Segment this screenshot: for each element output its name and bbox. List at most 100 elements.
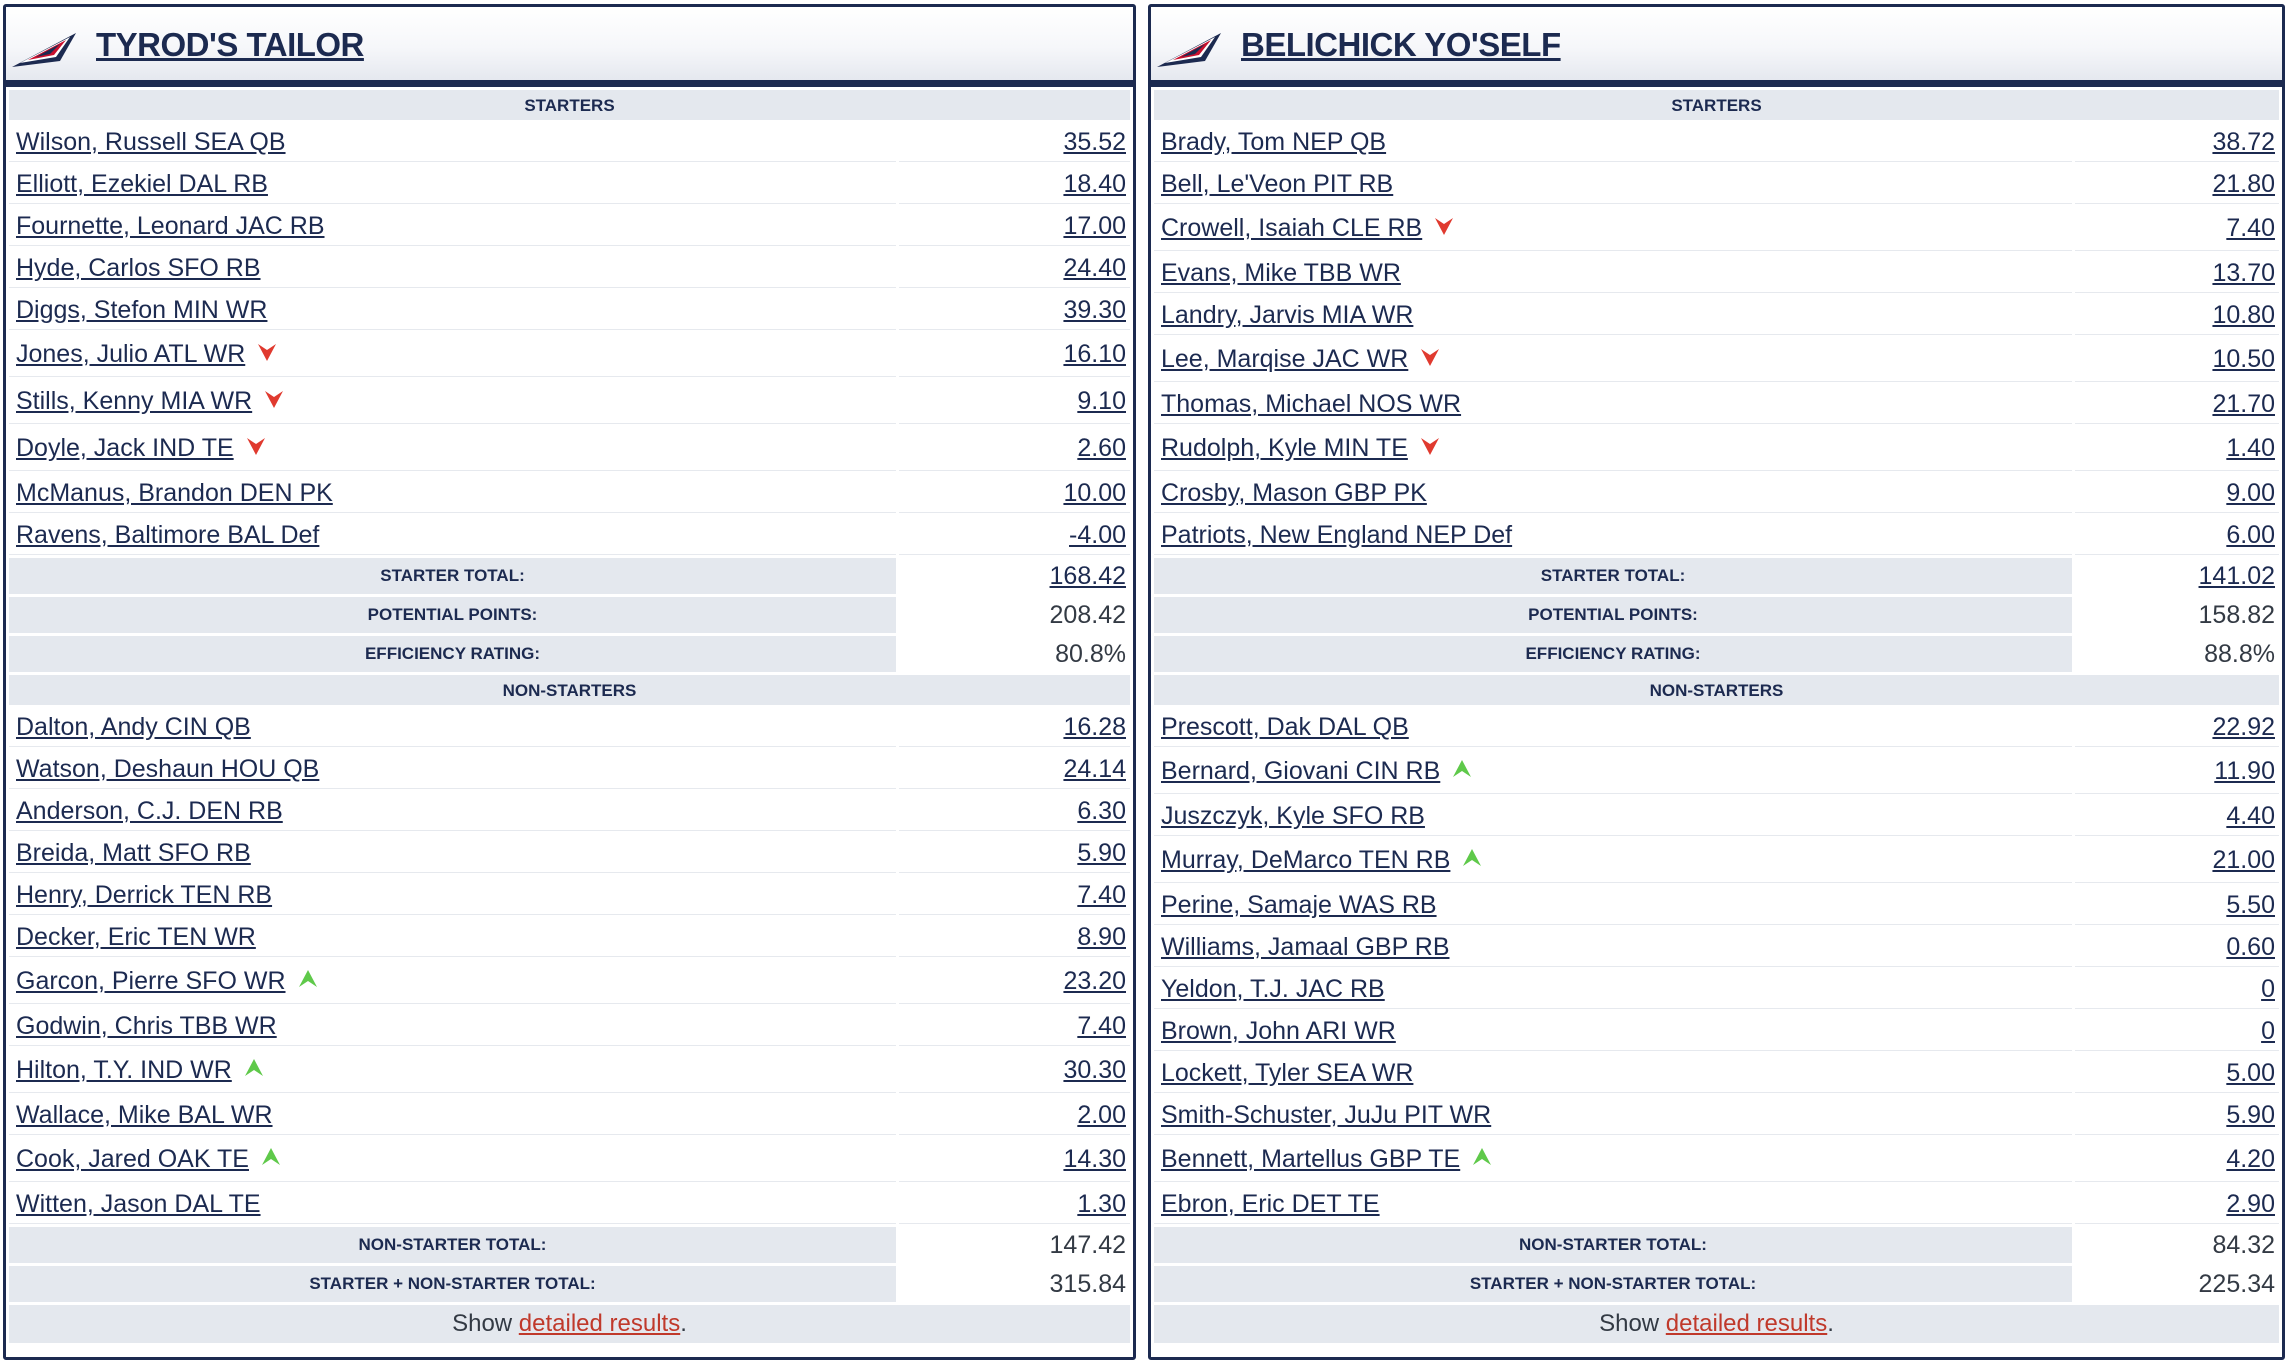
player-points-link[interactable]: -4.00: [1069, 520, 1126, 549]
player-points-link[interactable]: 0: [2261, 974, 2275, 1003]
player-points-link[interactable]: 1.30: [1077, 1189, 1126, 1218]
player-points-link[interactable]: 7.40: [1077, 880, 1126, 909]
player-points-link[interactable]: 23.20: [1063, 967, 1126, 995]
player-link[interactable]: Lockett, Tyler SEA WR: [1161, 1058, 1414, 1087]
player-points-link[interactable]: 5.90: [2226, 1100, 2275, 1129]
player-points-link[interactable]: 6.30: [1077, 796, 1126, 825]
player-link[interactable]: Watson, Deshaun HOU QB: [16, 754, 320, 783]
player-link[interactable]: Elliott, Ezekiel DAL RB: [16, 169, 268, 198]
player-points-link[interactable]: 39.30: [1063, 295, 1126, 324]
player-link[interactable]: Crowell, Isaiah CLE RB: [1161, 214, 1423, 242]
player-points-link[interactable]: 22.92: [2212, 712, 2275, 741]
player-points-link[interactable]: 13.70: [2212, 258, 2275, 287]
player-link[interactable]: Ravens, Baltimore BAL Def: [16, 520, 320, 549]
player-points-link[interactable]: 17.00: [1063, 211, 1126, 240]
player-points-link[interactable]: 18.40: [1063, 169, 1126, 198]
player-link[interactable]: Thomas, Michael NOS WR: [1161, 389, 1462, 418]
player-link[interactable]: Juszczyk, Kyle SFO RB: [1161, 801, 1425, 830]
player-points-link[interactable]: 4.40: [2226, 801, 2275, 830]
team-name-link[interactable]: TYROD'S TAILOR: [96, 26, 364, 63]
player-name-cell: Lockett, Tyler SEA WR: [1154, 1054, 2072, 1093]
player-points-link[interactable]: 0: [2261, 1016, 2275, 1045]
player-link[interactable]: Witten, Jason DAL TE: [16, 1189, 261, 1218]
player-points-link[interactable]: 21.70: [2212, 389, 2275, 418]
player-link[interactable]: Stills, Kenny MIA WR: [16, 387, 253, 415]
player-link[interactable]: Henry, Derrick TEN RB: [16, 880, 273, 909]
player-link[interactable]: Hilton, T.Y. IND WR: [16, 1056, 232, 1084]
player-points-link[interactable]: 10.50: [2212, 345, 2275, 373]
player-points-link[interactable]: 14.30: [1063, 1145, 1126, 1173]
player-points-link[interactable]: 4.20: [2226, 1145, 2275, 1173]
player-points-link[interactable]: 1.40: [2226, 434, 2275, 462]
player-points-link[interactable]: 35.52: [1063, 127, 1126, 156]
player-link[interactable]: Brown, John ARI WR: [1161, 1016, 1396, 1045]
player-link[interactable]: Prescott, Dak DAL QB: [1161, 712, 1409, 741]
player-link[interactable]: Brady, Tom NEP QB: [1161, 127, 1387, 156]
player-link[interactable]: Jones, Julio ATL WR: [16, 340, 246, 368]
player-link[interactable]: Hyde, Carlos SFO RB: [16, 253, 261, 282]
non-starter-total-label: NON-STARTER TOTAL:: [9, 1227, 896, 1263]
player-points-link[interactable]: 2.60: [1077, 434, 1126, 462]
player-points-link[interactable]: 2.00: [1077, 1100, 1126, 1129]
player-points-link[interactable]: 5.90: [1077, 838, 1126, 867]
player-link[interactable]: Diggs, Stefon MIN WR: [16, 295, 268, 324]
player-link[interactable]: Bennett, Martellus GBP TE: [1161, 1145, 1461, 1173]
player-link[interactable]: Wallace, Mike BAL WR: [16, 1100, 273, 1129]
player-points-link[interactable]: 9.00: [2226, 478, 2275, 507]
player-points-link[interactable]: 2.90: [2226, 1189, 2275, 1218]
player-row: Wilson, Russell SEA QB 35.52: [9, 123, 1130, 162]
player-link[interactable]: Patriots, New England NEP Def: [1161, 520, 1513, 549]
player-row: Bell, Le'Veon PIT RB 21.80: [1154, 165, 2279, 204]
player-points-link[interactable]: 9.10: [1077, 387, 1126, 415]
player-name-cell: Fournette, Leonard JAC RB: [9, 207, 896, 246]
player-link[interactable]: Godwin, Chris TBB WR: [16, 1011, 277, 1040]
starter-total-link[interactable]: 141.02: [2198, 561, 2275, 590]
team-name-link[interactable]: BELICHICK YO'SELF: [1241, 26, 1561, 63]
player-link[interactable]: Bell, Le'Veon PIT RB: [1161, 169, 1394, 198]
player-link[interactable]: Wilson, Russell SEA QB: [16, 127, 286, 156]
player-points-link[interactable]: 11.90: [2214, 757, 2275, 785]
player-link[interactable]: Anderson, C.J. DEN RB: [16, 796, 283, 825]
player-link[interactable]: Bernard, Giovani CIN RB: [1161, 757, 1441, 785]
player-points-link[interactable]: 8.90: [1077, 922, 1126, 951]
player-points-link[interactable]: 21.80: [2212, 169, 2275, 198]
player-link[interactable]: Perine, Samaje WAS RB: [1161, 890, 1437, 919]
player-name-cell: Wallace, Mike BAL WR: [9, 1096, 896, 1135]
detailed-results-link[interactable]: detailed results: [518, 1310, 681, 1337]
player-link[interactable]: McManus, Brandon DEN PK: [16, 478, 333, 507]
player-link[interactable]: Rudolph, Kyle MIN TE: [1161, 434, 1408, 462]
player-points-link[interactable]: 16.28: [1063, 712, 1126, 741]
player-link[interactable]: Smith-Schuster, JuJu PIT WR: [1161, 1100, 1492, 1129]
player-link[interactable]: Evans, Mike TBB WR: [1161, 258, 1401, 287]
detailed-results-link[interactable]: detailed results: [1665, 1310, 1828, 1337]
player-points-link[interactable]: 16.10: [1063, 340, 1126, 368]
player-link[interactable]: Murray, DeMarco TEN RB: [1161, 846, 1451, 874]
player-points-link[interactable]: 10.80: [2212, 300, 2275, 329]
player-points-link[interactable]: 21.00: [2212, 846, 2275, 874]
player-link[interactable]: Landry, Jarvis MIA WR: [1161, 300, 1414, 329]
player-points-link[interactable]: 0.60: [2226, 932, 2275, 961]
player-link[interactable]: Yeldon, T.J. JAC RB: [1161, 974, 1385, 1003]
player-points-link[interactable]: 7.40: [1077, 1011, 1126, 1040]
player-points-link[interactable]: 24.40: [1063, 253, 1126, 282]
player-link[interactable]: Breida, Matt SFO RB: [16, 838, 251, 867]
player-link[interactable]: Lee, Marqise JAC WR: [1161, 345, 1409, 373]
player-points-link[interactable]: 24.14: [1063, 754, 1126, 783]
player-link[interactable]: Cook, Jared OAK TE: [16, 1145, 249, 1173]
player-link[interactable]: Williams, Jamaal GBP RB: [1161, 932, 1450, 961]
player-link[interactable]: Ebron, Eric DET TE: [1161, 1189, 1380, 1218]
player-points-link[interactable]: 30.30: [1063, 1056, 1126, 1084]
player-link[interactable]: Doyle, Jack IND TE: [16, 434, 234, 462]
player-points-link[interactable]: 7.40: [2226, 214, 2275, 242]
player-link[interactable]: Fournette, Leonard JAC RB: [16, 211, 325, 240]
player-link[interactable]: Garcon, Pierre SFO WR: [16, 967, 286, 995]
player-points-link[interactable]: 5.00: [2226, 1058, 2275, 1087]
player-link[interactable]: Dalton, Andy CIN QB: [16, 712, 251, 741]
player-points-link[interactable]: 5.50: [2226, 890, 2275, 919]
player-points-link[interactable]: 6.00: [2226, 520, 2275, 549]
starter-total-link[interactable]: 168.42: [1049, 561, 1126, 590]
player-link[interactable]: Decker, Eric TEN WR: [16, 922, 256, 951]
player-link[interactable]: Crosby, Mason GBP PK: [1161, 478, 1427, 507]
player-points-link[interactable]: 10.00: [1063, 478, 1126, 507]
player-points-link[interactable]: 38.72: [2212, 127, 2275, 156]
